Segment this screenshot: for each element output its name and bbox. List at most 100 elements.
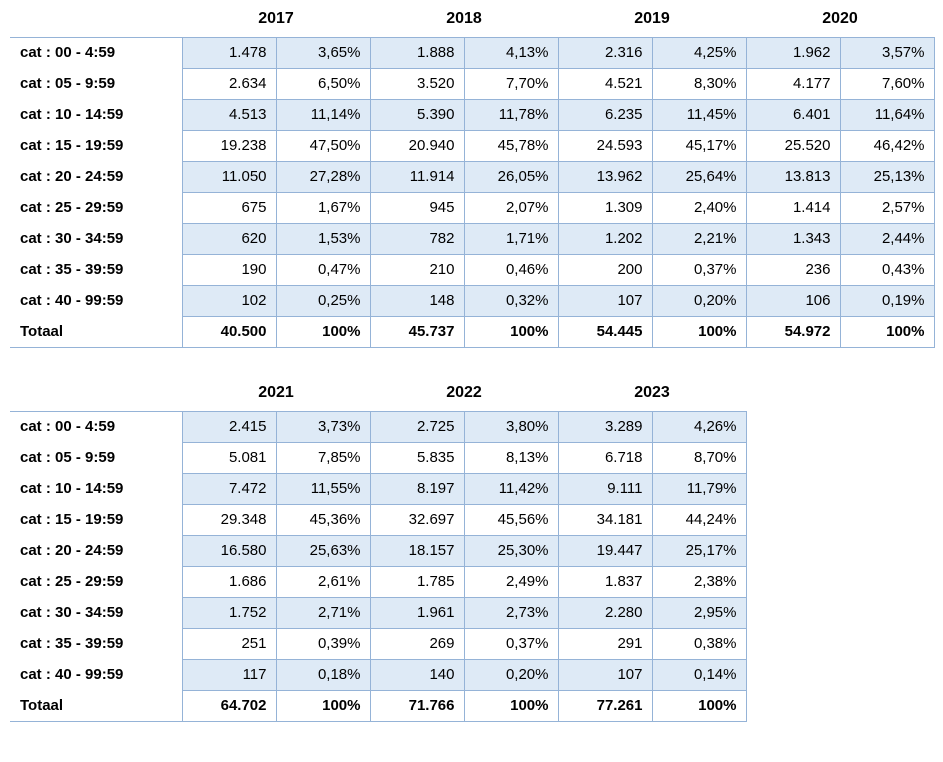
count-cell: 13.962 bbox=[557, 161, 653, 193]
percent-cell: 7,60% bbox=[839, 68, 935, 100]
count-cell: 190 bbox=[181, 254, 277, 286]
count-cell: 4.513 bbox=[181, 99, 277, 131]
count-cell: 2.725 bbox=[369, 411, 465, 443]
percent-cell: 2,40% bbox=[651, 192, 747, 224]
row-label: cat : 15 - 19:59 bbox=[10, 130, 182, 162]
count-cell: 40.500 bbox=[181, 316, 277, 348]
percent-cell: 45,78% bbox=[463, 130, 559, 162]
count-cell: 1.202 bbox=[557, 223, 653, 255]
table-row: cat : 20 - 24:59 16.580 25,63% 18.157 25,30%… bbox=[10, 535, 747, 567]
table-row: cat : 10 - 14:59 4.513 11,14% 5.390 11,78% 6.… bbox=[10, 99, 935, 131]
percent-cell: 2,38% bbox=[651, 566, 747, 598]
total-label: Totaal bbox=[10, 316, 182, 348]
count-cell: 2.634 bbox=[181, 68, 277, 100]
percent-cell: 0,37% bbox=[651, 254, 747, 286]
count-cell: 1.888 bbox=[369, 37, 465, 69]
count-cell: 7.472 bbox=[181, 473, 277, 505]
table-row: cat : 30 - 34:59 1.752 2,71% 1.961 2,73% 2.28… bbox=[10, 597, 747, 629]
percent-cell: 2,73% bbox=[463, 597, 559, 629]
row-label: cat : 00 - 4:59 bbox=[10, 37, 182, 69]
count-cell: 945 bbox=[369, 192, 465, 224]
count-cell: 1.343 bbox=[745, 223, 841, 255]
row-label: cat : 20 - 24:59 bbox=[10, 161, 182, 193]
count-cell: 18.157 bbox=[369, 535, 465, 567]
row-label: cat : 05 - 9:59 bbox=[10, 68, 182, 100]
count-cell: 11.914 bbox=[369, 161, 465, 193]
count-cell: 71.766 bbox=[369, 690, 465, 722]
percent-cell: 7,70% bbox=[463, 68, 559, 100]
table-row: cat : 00 - 4:59 2.415 3,73% 2.725 3,80% 3.289… bbox=[10, 411, 747, 443]
percent-cell: 1,53% bbox=[275, 223, 371, 255]
table-row: cat : 05 - 9:59 5.081 7,85% 5.835 8,13% 6.718… bbox=[10, 442, 747, 474]
percent-cell: 2,44% bbox=[839, 223, 935, 255]
count-cell: 4.521 bbox=[557, 68, 653, 100]
table-row: cat : 00 - 4:59 1.478 3,65% 1.888 4,13% 2.316… bbox=[10, 37, 935, 69]
percent-cell: 2,71% bbox=[275, 597, 371, 629]
table-row: cat : 30 - 34:59 620 1,53% 782 1,71% 1.202 2,2… bbox=[10, 223, 935, 255]
row-label: cat : 25 - 29:59 bbox=[10, 192, 182, 224]
percent-cell: 3,57% bbox=[839, 37, 935, 69]
year-header: 2023 bbox=[558, 378, 746, 412]
count-cell: 1.686 bbox=[181, 566, 277, 598]
percent-cell: 11,42% bbox=[463, 473, 559, 505]
percent-cell: 0,25% bbox=[275, 285, 371, 317]
count-cell: 6.235 bbox=[557, 99, 653, 131]
row-label: cat : 15 - 19:59 bbox=[10, 504, 182, 536]
count-cell: 3.289 bbox=[557, 411, 653, 443]
percent-cell: 0,37% bbox=[463, 628, 559, 660]
percent-cell: 100% bbox=[463, 690, 559, 722]
count-cell: 54.972 bbox=[745, 316, 841, 348]
count-cell: 1.837 bbox=[557, 566, 653, 598]
corner-cell bbox=[10, 378, 182, 412]
percent-cell: 8,30% bbox=[651, 68, 747, 100]
percent-cell: 0,38% bbox=[651, 628, 747, 660]
count-cell: 16.580 bbox=[181, 535, 277, 567]
table-row: cat : 35 - 39:59 251 0,39% 269 0,37% 291 0,38% bbox=[10, 628, 747, 660]
percent-cell: 100% bbox=[651, 690, 747, 722]
percent-cell: 3,80% bbox=[463, 411, 559, 443]
percent-cell: 3,73% bbox=[275, 411, 371, 443]
year-header: 2022 bbox=[370, 378, 558, 412]
percent-cell: 4,13% bbox=[463, 37, 559, 69]
row-label: cat : 20 - 24:59 bbox=[10, 535, 182, 567]
table-row: cat : 25 - 29:59 1.686 2,61% 1.785 2,49% 1.83… bbox=[10, 566, 747, 598]
count-cell: 291 bbox=[557, 628, 653, 660]
count-cell: 140 bbox=[369, 659, 465, 691]
count-cell: 106 bbox=[745, 285, 841, 317]
percent-cell: 25,30% bbox=[463, 535, 559, 567]
percent-cell: 100% bbox=[275, 690, 371, 722]
count-cell: 19.238 bbox=[181, 130, 277, 162]
percent-cell: 4,25% bbox=[651, 37, 747, 69]
table-row: cat : 40 - 99:59 117 0,18% 140 0,20% 107 0,14% bbox=[10, 659, 747, 691]
table-row: cat : 20 - 24:59 11.050 27,28% 11.914 26,05%… bbox=[10, 161, 935, 193]
percent-cell: 2,21% bbox=[651, 223, 747, 255]
percent-cell: 0,20% bbox=[463, 659, 559, 691]
percent-cell: 0,47% bbox=[275, 254, 371, 286]
percent-cell: 7,85% bbox=[275, 442, 371, 474]
percent-cell: 25,64% bbox=[651, 161, 747, 193]
row-label: cat : 10 - 14:59 bbox=[10, 473, 182, 505]
count-cell: 117 bbox=[181, 659, 277, 691]
percent-cell: 45,17% bbox=[651, 130, 747, 162]
percent-cell: 0,46% bbox=[463, 254, 559, 286]
count-cell: 9.111 bbox=[557, 473, 653, 505]
count-cell: 1.478 bbox=[181, 37, 277, 69]
count-cell: 1.962 bbox=[745, 37, 841, 69]
year-header: 2021 bbox=[182, 378, 370, 412]
percent-cell: 6,50% bbox=[275, 68, 371, 100]
row-label: cat : 25 - 29:59 bbox=[10, 566, 182, 598]
percent-cell: 0,39% bbox=[275, 628, 371, 660]
corner-cell bbox=[10, 4, 182, 38]
count-cell: 20.940 bbox=[369, 130, 465, 162]
year-header: 2017 bbox=[182, 4, 370, 38]
percent-cell: 11,79% bbox=[651, 473, 747, 505]
year-header-row: 2017 2018 2019 2020 bbox=[10, 4, 934, 38]
percent-cell: 0,20% bbox=[651, 285, 747, 317]
percent-cell: 27,28% bbox=[275, 161, 371, 193]
count-cell: 102 bbox=[181, 285, 277, 317]
table-row: cat : 15 - 19:59 19.238 47,50% 20.940 45,78%… bbox=[10, 130, 935, 162]
year-header: 2020 bbox=[746, 4, 934, 38]
frequency-table-2021-2023: 2021 2022 2023 cat : 00 - 4:59 2.415 3,73% 2.7… bbox=[10, 378, 747, 722]
count-cell: 77.261 bbox=[557, 690, 653, 722]
count-cell: 2.316 bbox=[557, 37, 653, 69]
